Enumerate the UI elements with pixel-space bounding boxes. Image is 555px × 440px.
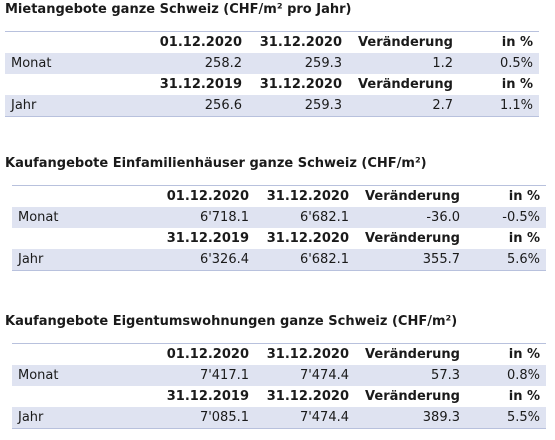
table-cell: 259.3	[248, 95, 348, 117]
table-row: Jahr 7'085.1 7'474.4 389.3 5.5%	[12, 407, 546, 429]
table-title: Kaufangebote Eigentumswohnungen ganze Sc…	[5, 314, 458, 329]
table-cell: 256.6	[148, 95, 248, 117]
header-cell: 31.12.2020	[255, 228, 355, 249]
header-cell: 31.12.2020	[255, 343, 355, 365]
header-cell: 31.12.2020	[248, 74, 348, 95]
header-cell: Veränderung	[348, 74, 459, 95]
header-cell	[12, 185, 155, 207]
table-title: Mietangebote ganze Schweiz (CHF/m² pro J…	[5, 2, 352, 17]
table-row: Jahr 256.6 259.3 2.7 1.1%	[5, 95, 539, 117]
header-cell: 31.12.2019	[155, 228, 255, 249]
header-cell: Veränderung	[355, 343, 466, 365]
table-cell: 355.7	[355, 249, 466, 271]
table-header-row: 01.12.2020 31.12.2020 Veränderung in %	[5, 31, 539, 53]
header-cell: Veränderung	[355, 386, 466, 407]
header-cell: Veränderung	[355, 185, 466, 207]
data-table: 01.12.2020 31.12.2020 Veränderung in % M…	[12, 343, 546, 429]
table-cell: 6'718.1	[155, 207, 255, 228]
row-label: Jahr	[12, 407, 155, 429]
header-cell: in %	[459, 74, 539, 95]
header-cell: in %	[466, 343, 546, 365]
table-cell: 389.3	[355, 407, 466, 429]
table-cell: 7'474.4	[255, 365, 355, 386]
table-cell: 2.7	[348, 95, 459, 117]
table-cell: 258.2	[148, 53, 248, 74]
table-header-row: 01.12.2020 31.12.2020 Veränderung in %	[12, 343, 546, 365]
table-cell: 1.2	[348, 53, 459, 74]
table-header-row: 31.12.2019 31.12.2020 Veränderung in %	[12, 386, 546, 407]
table-cell: 7'085.1	[155, 407, 255, 429]
header-cell: 01.12.2020	[155, 343, 255, 365]
header-cell: 31.12.2020	[255, 185, 355, 207]
table-cell: 57.3	[355, 365, 466, 386]
table-row: Monat 7'417.1 7'474.4 57.3 0.8%	[12, 365, 546, 386]
header-cell: 31.12.2020	[248, 31, 348, 53]
table-header-row: 31.12.2019 31.12.2020 Veränderung in %	[5, 74, 539, 95]
header-cell	[12, 343, 155, 365]
table-cell: 6'682.1	[255, 249, 355, 271]
row-label: Jahr	[5, 95, 148, 117]
header-cell: 31.12.2020	[255, 386, 355, 407]
table-cell: 0.8%	[466, 365, 546, 386]
header-cell: in %	[466, 185, 546, 207]
row-label: Monat	[12, 207, 155, 228]
header-cell	[12, 228, 155, 249]
table-cell: 7'474.4	[255, 407, 355, 429]
data-table: 01.12.2020 31.12.2020 Veränderung in % M…	[5, 31, 539, 117]
header-cell: 31.12.2019	[155, 386, 255, 407]
table-row: Jahr 6'326.4 6'682.1 355.7 5.6%	[12, 249, 546, 271]
table-cell: 1.1%	[459, 95, 539, 117]
table-cell: 5.6%	[466, 249, 546, 271]
table-header-row: 31.12.2019 31.12.2020 Veränderung in %	[12, 228, 546, 249]
header-cell: 01.12.2020	[148, 31, 248, 53]
table-cell: 259.3	[248, 53, 348, 74]
table-cell: -36.0	[355, 207, 466, 228]
table-cell: 5.5%	[466, 407, 546, 429]
row-label: Monat	[5, 53, 148, 74]
row-label: Jahr	[12, 249, 155, 271]
header-cell: in %	[466, 228, 546, 249]
header-cell: in %	[466, 386, 546, 407]
header-cell	[12, 386, 155, 407]
table-row: Monat 258.2 259.3 1.2 0.5%	[5, 53, 539, 74]
header-cell: 31.12.2019	[148, 74, 248, 95]
header-cell: Veränderung	[355, 228, 466, 249]
table-row: Monat 6'718.1 6'682.1 -36.0 -0.5%	[12, 207, 546, 228]
header-cell: 01.12.2020	[155, 185, 255, 207]
table-cell: 0.5%	[459, 53, 539, 74]
header-cell	[5, 74, 148, 95]
table-cell: 6'682.1	[255, 207, 355, 228]
table-title: Kaufangebote Einfamilienhäuser ganze Sch…	[5, 156, 427, 171]
header-cell: Veränderung	[348, 31, 459, 53]
header-cell: in %	[459, 31, 539, 53]
table-cell: -0.5%	[466, 207, 546, 228]
table-header-row: 01.12.2020 31.12.2020 Veränderung in %	[12, 185, 546, 207]
row-label: Monat	[12, 365, 155, 386]
data-table: 01.12.2020 31.12.2020 Veränderung in % M…	[12, 185, 546, 271]
table-cell: 6'326.4	[155, 249, 255, 271]
header-cell	[5, 31, 148, 53]
table-cell: 7'417.1	[155, 365, 255, 386]
